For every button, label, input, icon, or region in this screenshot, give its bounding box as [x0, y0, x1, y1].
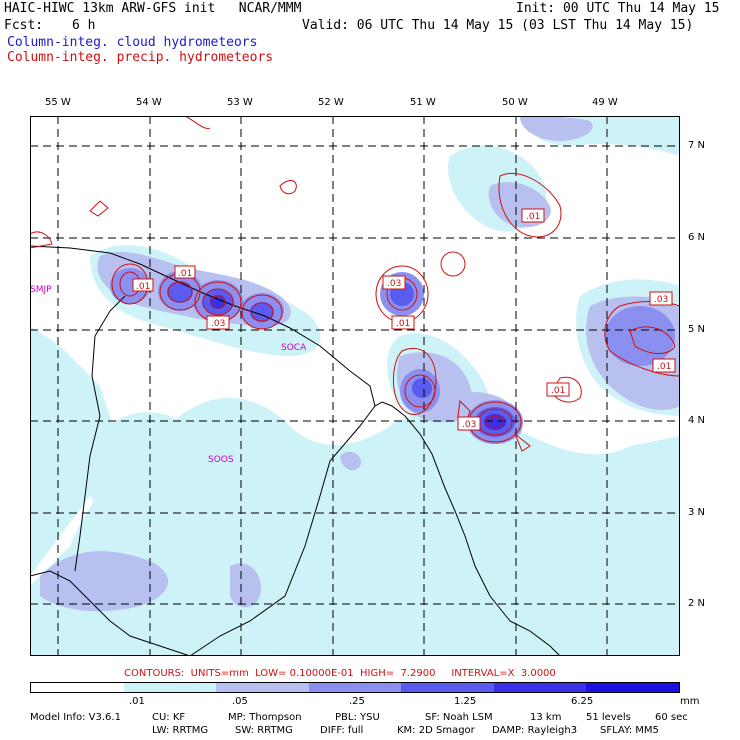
- lon-label-55w: 55 W: [45, 97, 71, 108]
- forecast-value: 6 h: [72, 18, 96, 33]
- contour-label: .01: [526, 212, 540, 222]
- lon-label-51w: 51 W: [410, 97, 436, 108]
- colorbar: [30, 682, 680, 693]
- colorbar-bin: [308, 683, 402, 692]
- colorbar-bin: [586, 683, 680, 692]
- contour-label: .03: [462, 420, 476, 430]
- forecast-label: Fcst:: [4, 18, 44, 33]
- lon-label-50w: 50 W: [502, 97, 528, 108]
- colorbar-bin: [216, 683, 309, 692]
- model-sflay: SFLAY: MM5: [600, 725, 659, 736]
- model-damp: DAMP: Rayleigh3: [492, 725, 578, 736]
- model-resolution: 13 km: [530, 712, 562, 723]
- colorbar-tick: .25: [349, 696, 365, 707]
- map-panel: .01 .01 .03 .03 .01 .01 .01 .03 .01 .03 …: [30, 116, 680, 656]
- colorbar-units: mm: [680, 696, 700, 707]
- colorbar-tick: 1.25: [454, 696, 477, 707]
- model-mp: MP: Thompson: [228, 712, 302, 723]
- model-sw: SW: RRTMG: [235, 725, 293, 736]
- lat-label-6n: 6 N: [688, 232, 706, 243]
- contour-label: .01: [136, 282, 150, 292]
- contour-label: .03: [387, 279, 401, 289]
- lon-label-54w: 54 W: [136, 97, 162, 108]
- model-sf: SF: Noah LSM: [425, 712, 493, 723]
- colorbar-tick: .05: [232, 696, 248, 707]
- station-smjp: SMJP: [30, 285, 52, 295]
- contour-label: .01: [551, 386, 565, 396]
- model-timestep: 60 sec: [655, 712, 688, 723]
- coastline: [30, 245, 561, 656]
- chart-title: HAIC-HIWC 13km ARW-GFS init NCAR/MMM: [4, 1, 302, 16]
- lat-label-3n: 3 N: [688, 507, 706, 518]
- precip-legend-label: Column-integ. precip. hydrometeors: [7, 50, 274, 65]
- colorbar-bin: [401, 683, 494, 692]
- init-time: Init: 00 UTC Thu 14 May 15: [516, 1, 720, 16]
- lon-label-52w: 52 W: [318, 97, 344, 108]
- contour-label: .03: [654, 295, 668, 305]
- lat-label-2n: 2 N: [688, 598, 706, 609]
- model-diff: DIFF: full: [320, 725, 364, 736]
- model-pbl: PBL: YSU: [335, 712, 380, 723]
- colorbar-bin: [493, 683, 587, 692]
- station-soos: SOOS: [208, 455, 234, 465]
- lat-label-7n: 7 N: [688, 140, 706, 151]
- lon-label-53w: 53 W: [227, 97, 253, 108]
- lat-lon-grid: [30, 116, 680, 656]
- model-levels: 51 levels: [586, 712, 631, 723]
- model-info: Model Info: V3.6.1: [30, 712, 121, 723]
- contour-label-boxes: [132, 208, 676, 431]
- lon-label-49w: 49 W: [592, 97, 618, 108]
- lat-label-5n: 5 N: [688, 324, 706, 335]
- contour-label: .03: [211, 319, 225, 329]
- contour-label: .01: [396, 319, 410, 329]
- cloud-legend-label: Column-integ. cloud hydrometeors: [7, 35, 258, 50]
- colorbar-bin: [123, 683, 217, 692]
- colorbar-tick: .01: [129, 696, 145, 707]
- contour-info: CONTOURS: UNITS=mm LOW= 0.10000E-01 HIGH…: [124, 668, 556, 679]
- cloud-field-peak: [210, 295, 506, 430]
- contour-label: .01: [178, 269, 192, 279]
- valid-time: Valid: 06 UTC Thu 14 May 15 (03 LST Thu …: [302, 18, 694, 33]
- colorbar-bin: [31, 683, 124, 692]
- lat-label-4n: 4 N: [688, 415, 706, 426]
- model-lw: LW: RRTMG: [152, 725, 209, 736]
- station-soca: SOCA: [281, 343, 307, 353]
- contour-label: .01: [657, 362, 671, 372]
- model-cu: CU: KF: [152, 712, 186, 723]
- model-km: KM: 2D Smagor: [397, 725, 475, 736]
- colorbar-tick: 6.25: [571, 696, 594, 707]
